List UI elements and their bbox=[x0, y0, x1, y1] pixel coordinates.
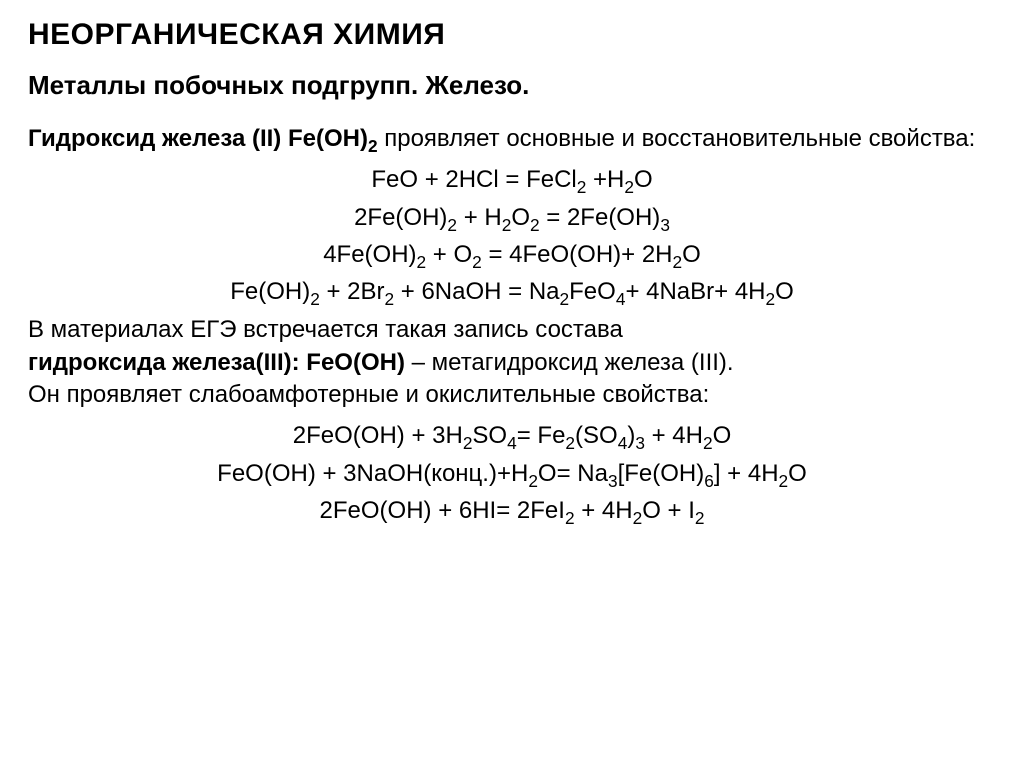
intro-paragraph: Гидроксид железа (II) Fe(OH)2 проявляет … bbox=[28, 123, 996, 155]
intro-bold: Гидроксид железа (II) Fe(OH)2 bbox=[28, 125, 378, 152]
equation-7: 2FeO(OH) + 6HI= 2FeI2 + 4H2O + I2 bbox=[28, 492, 996, 529]
equation-6: FeO(OH) + 3NaOH(конц.)+H2O= Na3[Fe(OH)6]… bbox=[28, 455, 996, 492]
middle-bold: гидроксида железа(III): FeO(OH) bbox=[28, 349, 405, 376]
middle-paragraph: В материалах ЕГЭ встречается такая запис… bbox=[28, 314, 996, 411]
equation-3: 4Fe(OH)2 + O2 = 4FeO(OH)+ 2H2O bbox=[28, 236, 996, 273]
equation-4: Fe(OH)2 + 2Br2 + 6NaOH = Na2FeO4+ 4NaBr+… bbox=[28, 273, 996, 310]
middle-rest: – метагидроксид железа (III). bbox=[405, 349, 734, 376]
equation-block-2: 2FeO(OH) + 3H2SO4= Fe2(SO4)3 + 4H2O FeO(… bbox=[28, 417, 996, 529]
intro-rest: проявляет основные и восстановительные с… bbox=[378, 125, 976, 152]
equation-1: FeO + 2HCl = FeCl2 +H2O bbox=[28, 161, 996, 198]
middle-line1: В материалах ЕГЭ встречается такая запис… bbox=[28, 316, 623, 343]
equation-block-1: FeO + 2HCl = FeCl2 +H2O 2Fe(OH)2 + H2O2 … bbox=[28, 161, 996, 310]
middle-line3: Он проявляет слабоамфотерные и окислител… bbox=[28, 381, 709, 408]
page-subtitle: Металлы побочных подгрупп. Железо. bbox=[28, 70, 996, 101]
equation-2: 2Fe(OH)2 + H2O2 = 2Fe(OH)3 bbox=[28, 199, 996, 236]
page-title: НЕОРГАНИЧЕСКАЯ ХИМИЯ bbox=[28, 18, 996, 52]
equation-5: 2FeO(OH) + 3H2SO4= Fe2(SO4)3 + 4H2O bbox=[28, 417, 996, 454]
